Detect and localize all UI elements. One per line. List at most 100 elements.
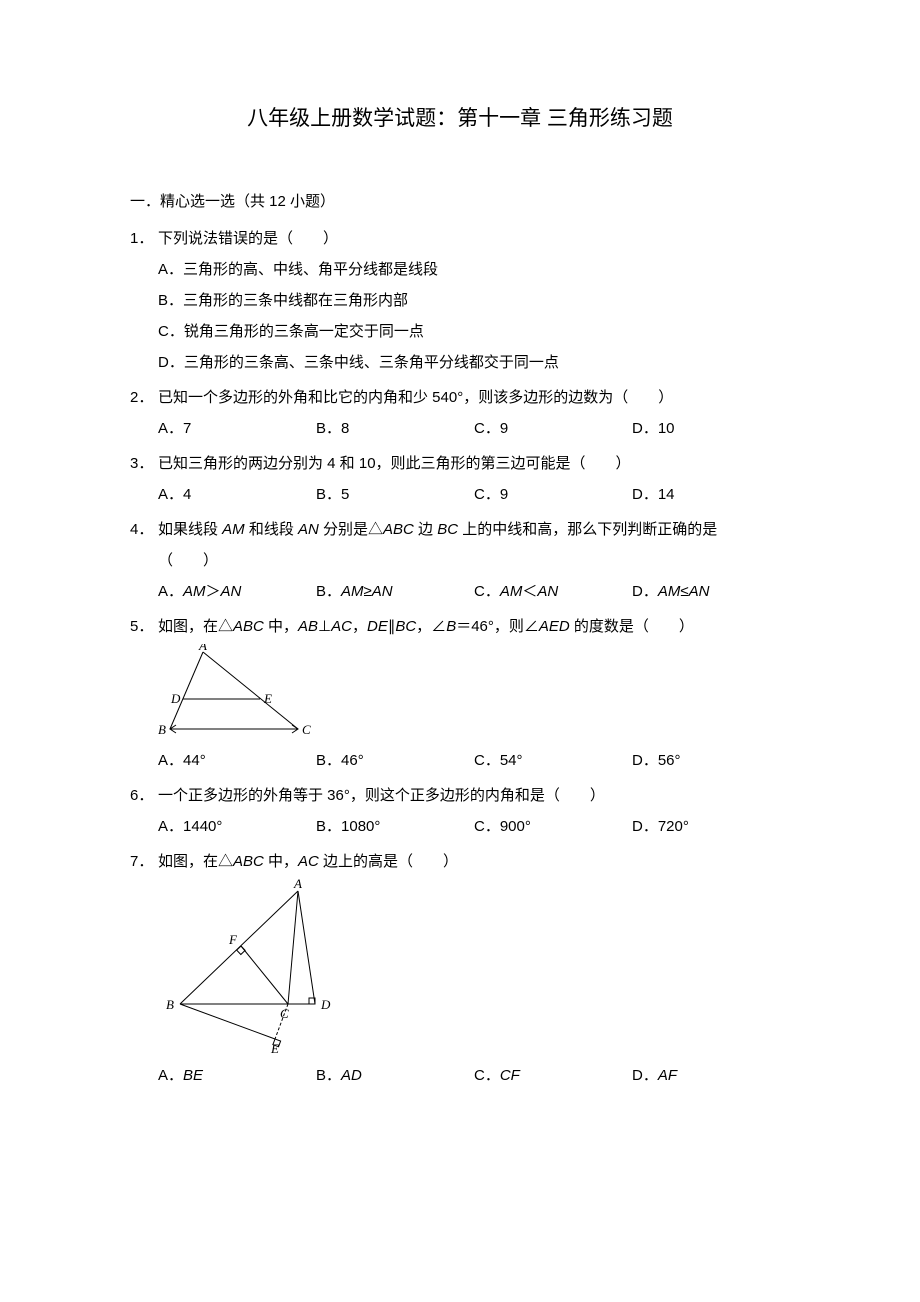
- q7-b-pre: B．: [316, 1067, 341, 1084]
- q4-b-e2: AN: [372, 583, 393, 600]
- q7-t2: 中，: [264, 853, 298, 870]
- svg-text:C: C: [280, 1006, 289, 1021]
- q6-choice-c: C．900°: [474, 813, 632, 840]
- svg-text:A: A: [198, 644, 207, 653]
- q1-option-b: B．三角形的三条中线都在三角形内部: [158, 287, 790, 314]
- q4-b-pre: B．: [316, 583, 341, 600]
- q5-ac: AC: [331, 618, 352, 635]
- q4-a-pre: A．: [158, 583, 183, 600]
- q3-stem: 已知三角形的两边分别为 4 和 10，则此三角形的第三边可能是（ ）: [158, 450, 790, 477]
- q7-a-pre: A．: [158, 1067, 183, 1084]
- q1-option-d: D．三角形的三条高、三条中线、三条角平分线都交于同一点: [158, 349, 790, 376]
- q5-t6: ，∠: [416, 618, 446, 635]
- q7-choice-c: C．CF: [474, 1062, 632, 1089]
- q4-choice-a: A．AM＞AN: [158, 578, 316, 605]
- q5-choice-d: D．56°: [632, 747, 790, 774]
- svg-text:A: A: [293, 879, 302, 891]
- q5-bc: BC: [395, 618, 416, 635]
- q3-choice-d: D．14: [632, 481, 790, 508]
- q4-d-e1: AM: [658, 583, 681, 600]
- q4-a-e1: AM: [183, 583, 206, 600]
- question-6: 6． 一个正多边形的外角等于 36°，则这个正多边形的内角和是（ ） A．144…: [130, 782, 790, 840]
- question-7: 7． 如图，在△ABC 中，AC 边上的高是（ ） AFBCDE A．BE B．…: [130, 848, 790, 1089]
- question-1: 1． 下列说法错误的是（ ） A．三角形的高、中线、角平分线都是线段 B．三角形…: [130, 225, 790, 376]
- q2-choice-b: B．8: [316, 415, 474, 442]
- q5-t8: 的度数是（ ）: [570, 618, 694, 635]
- q5-t4: ，: [352, 618, 367, 635]
- q5-t3: ⊥: [318, 618, 331, 635]
- q5-t2: 中，: [264, 618, 298, 635]
- q4-d-e2: AN: [689, 583, 710, 600]
- q4-a-op: ＞: [206, 583, 221, 600]
- q2-choice-c: C．9: [474, 415, 632, 442]
- svg-text:B: B: [158, 722, 166, 737]
- q5-number: 5．: [130, 613, 158, 640]
- section-header: 一．精心选一选（共 12 小题）: [130, 188, 790, 215]
- q7-ad: AD: [341, 1067, 362, 1084]
- svg-text:D: D: [170, 691, 181, 706]
- q4-text-5: 上的中线和高，那么下列判断正确的是: [458, 521, 717, 538]
- page-title: 八年级上册数学试题：第十一章 三角形练习题: [130, 100, 790, 138]
- q4-b-e1: AM: [341, 583, 364, 600]
- svg-text:D: D: [320, 997, 331, 1012]
- q4-c-op: ＜: [522, 583, 537, 600]
- svg-text:B: B: [166, 997, 174, 1012]
- q7-c-pre: C．: [474, 1067, 500, 1084]
- q7-choice-b: B．AD: [316, 1062, 474, 1089]
- q7-af: AF: [658, 1067, 677, 1084]
- q4-text-2: 和线段: [245, 521, 298, 538]
- q5-b: B: [446, 618, 456, 635]
- q7-abc: ABC: [233, 853, 264, 870]
- q6-number: 6．: [130, 782, 158, 809]
- q7-stem: 如图，在△ABC 中，AC 边上的高是（ ）: [158, 848, 790, 875]
- q1-number: 1．: [130, 225, 158, 252]
- q4-b-op: ≥: [364, 583, 372, 600]
- q7-choice-d: D．AF: [632, 1062, 790, 1089]
- question-5: 5． 如图，在△ABC 中，AB⊥AC，DE∥BC，∠B＝46°，则∠AED 的…: [130, 613, 790, 774]
- q1-option-c: C．锐角三角形的三条高一定交于同一点: [158, 318, 790, 345]
- q4-c-e2: AN: [537, 583, 558, 600]
- q4-text-3: 分别是△: [319, 521, 383, 538]
- q4-choice-d: D．AM≤AN: [632, 578, 790, 605]
- q5-t7: ＝46°，则∠: [456, 618, 539, 635]
- q4-abc: ABC: [383, 521, 414, 538]
- q5-aed: AED: [539, 618, 570, 635]
- q5-triangle-diagram: ADEBC: [158, 644, 318, 739]
- q7-t1: 如图，在△: [158, 853, 233, 870]
- q4-text-4: 边: [414, 521, 437, 538]
- q6-choice-a: A．1440°: [158, 813, 316, 840]
- svg-text:E: E: [270, 1041, 279, 1054]
- q4-text-1: 如果线段: [158, 521, 222, 538]
- q3-choice-a: A．4: [158, 481, 316, 508]
- q6-choice-b: B．1080°: [316, 813, 474, 840]
- q5-figure: ADEBC: [130, 644, 790, 739]
- q1-option-a: A．三角形的高、中线、角平分线都是线段: [158, 256, 790, 283]
- q4-d-op: ≤: [680, 583, 688, 600]
- q3-choice-c: C．9: [474, 481, 632, 508]
- svg-text:E: E: [263, 691, 272, 706]
- q7-figure: AFBCDE: [130, 879, 790, 1054]
- q5-ab: AB: [298, 618, 318, 635]
- q5-t1: 如图，在△: [158, 618, 233, 635]
- q6-stem: 一个正多边形的外角等于 36°，则这个正多边形的内角和是（ ）: [158, 782, 790, 809]
- q7-d-pre: D．: [632, 1067, 658, 1084]
- q4-c-pre: C．: [474, 583, 500, 600]
- q5-stem: 如图，在△ABC 中，AB⊥AC，DE∥BC，∠B＝46°，则∠AED 的度数是…: [158, 613, 790, 640]
- q2-choice-d: D．10: [632, 415, 790, 442]
- q7-triangle-diagram: AFBCDE: [158, 879, 358, 1054]
- q5-choice-a: A．44°: [158, 747, 316, 774]
- question-3: 3． 已知三角形的两边分别为 4 和 10，则此三角形的第三边可能是（ ） A．…: [130, 450, 790, 508]
- question-4: 4． 如果线段 AM 和线段 AN 分别是△ABC 边 BC 上的中线和高，那么…: [130, 516, 790, 605]
- q4-stem: 如果线段 AM 和线段 AN 分别是△ABC 边 BC 上的中线和高，那么下列判…: [158, 516, 790, 543]
- q7-be: BE: [183, 1067, 203, 1084]
- question-2: 2． 已知一个多边形的外角和比它的内角和少 540°，则该多边形的边数为（ ） …: [130, 384, 790, 442]
- q1-stem: 下列说法错误的是（ ）: [158, 225, 790, 252]
- q2-number: 2．: [130, 384, 158, 411]
- q7-choice-a: A．BE: [158, 1062, 316, 1089]
- q4-c-e1: AM: [500, 583, 523, 600]
- q5-choice-c: C．54°: [474, 747, 632, 774]
- q4-number: 4．: [130, 516, 158, 543]
- q3-choice-b: B．5: [316, 481, 474, 508]
- q4-a-e2: AN: [221, 583, 242, 600]
- q4-an: AN: [298, 521, 319, 538]
